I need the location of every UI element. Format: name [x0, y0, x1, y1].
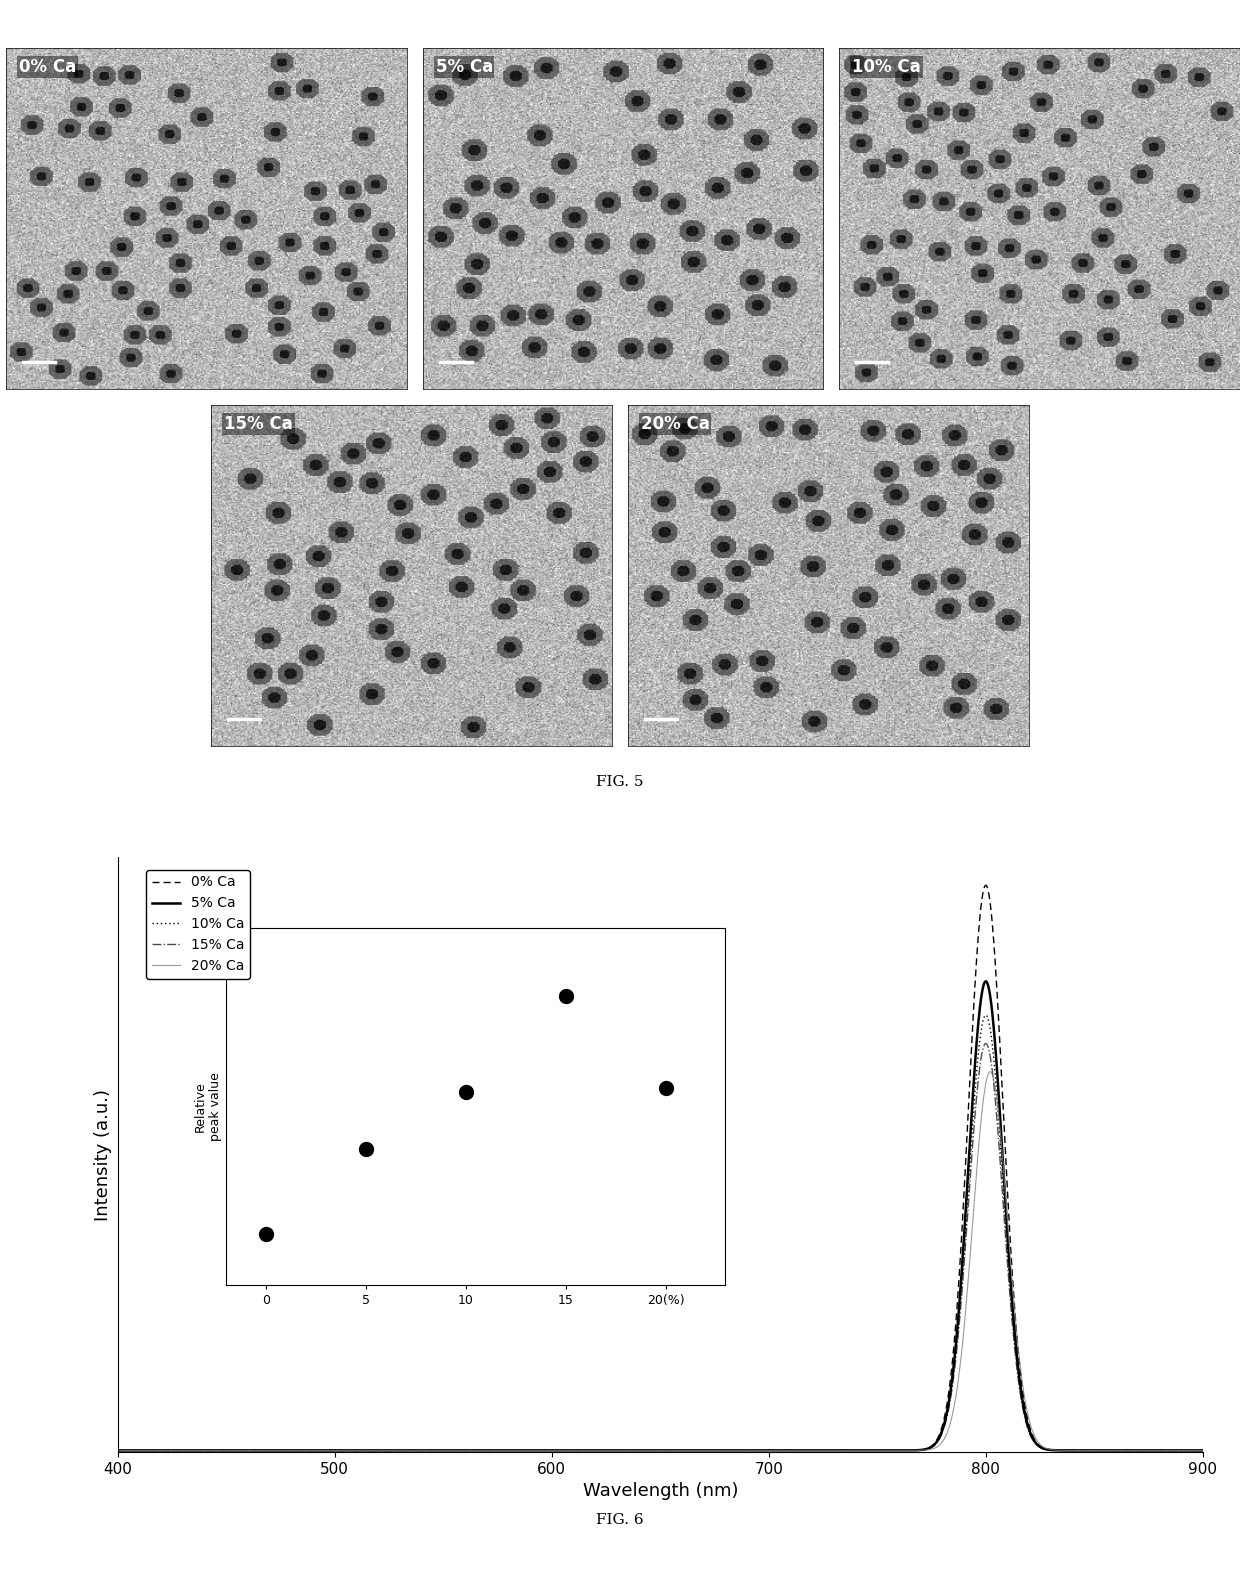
- Text: 10% Ca: 10% Ca: [852, 59, 921, 76]
- X-axis label: Wavelength (nm): Wavelength (nm): [583, 1482, 738, 1500]
- Text: 15% Ca: 15% Ca: [224, 416, 293, 433]
- Text: 0% Ca: 0% Ca: [19, 59, 76, 76]
- Text: FIG. 6: FIG. 6: [596, 1514, 644, 1527]
- Legend: 0% Ca, 5% Ca, 10% Ca, 15% Ca, 20% Ca: 0% Ca, 5% Ca, 10% Ca, 15% Ca, 20% Ca: [146, 870, 250, 979]
- Text: 5% Ca: 5% Ca: [435, 59, 492, 76]
- Y-axis label: Intensity (a.u.): Intensity (a.u.): [94, 1089, 113, 1220]
- Text: 20% Ca: 20% Ca: [641, 416, 709, 433]
- Text: FIG. 5: FIG. 5: [596, 774, 644, 789]
